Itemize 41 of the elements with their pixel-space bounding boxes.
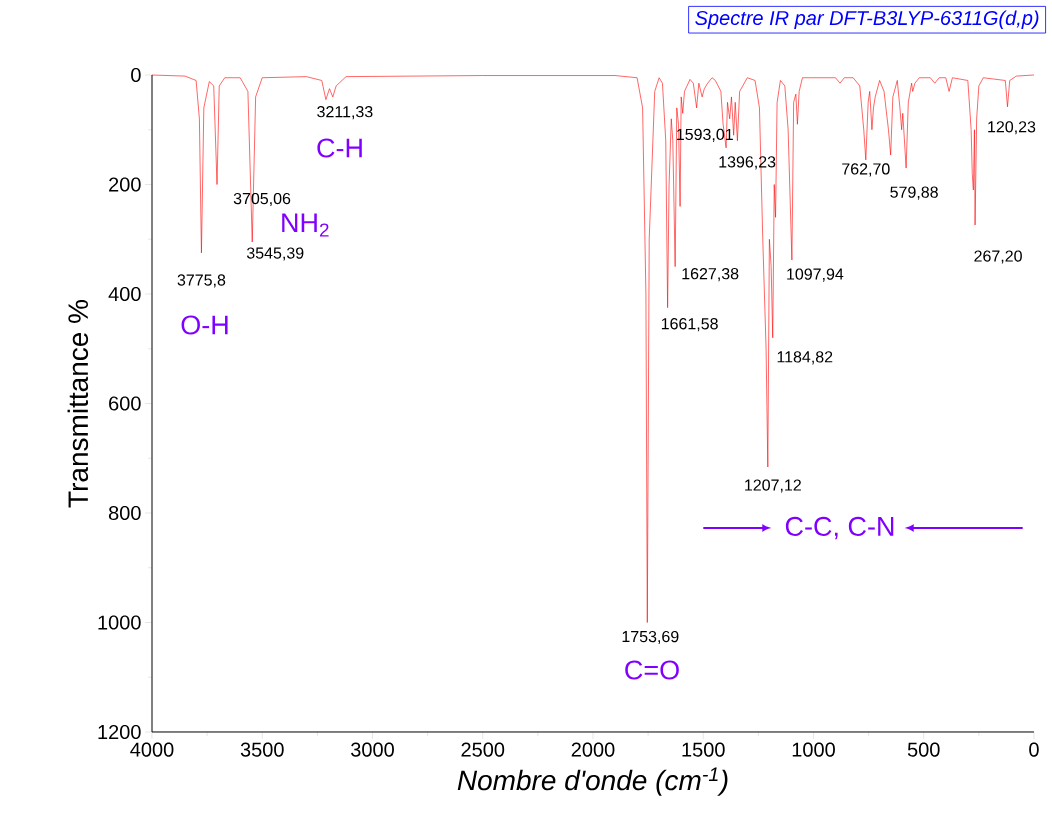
y-tick-label: 600: [109, 396, 141, 411]
x-axis-title: Nombre d'onde (cm$^{-1}$): [457, 767, 728, 796]
y-tick-label: 1000: [98, 615, 141, 630]
annotation: 1184,82: [777, 351, 833, 365]
annotation: 579,88: [890, 186, 938, 200]
annotation: 3545,39: [246, 247, 304, 261]
annotation: 1593,01: [677, 128, 733, 142]
x-tick-label: 1000: [792, 742, 835, 757]
y-tick-label: 800: [108, 505, 141, 521]
chart-title: Spectre IR par DFT-B3LYP-6311G(d,p): [695, 10, 1039, 30]
annotation: C=O: [625, 660, 679, 680]
annotation: 1097,94: [787, 268, 844, 282]
x-tick-label: 1500: [682, 742, 725, 757]
annotation: C-H: [317, 138, 362, 158]
annotation: O-H: [181, 315, 228, 335]
y-tick-label: 0: [131, 67, 141, 83]
line-series: [151, 74, 1035, 623]
annotation: 762,70: [842, 163, 890, 177]
annotation: 1661,58: [661, 318, 718, 332]
y-tick-label: 200: [109, 177, 141, 192]
annotation: NH$_{2}$: [282, 213, 329, 237]
annotation: 3705,06: [233, 192, 291, 207]
x-tick-label: 4000: [130, 742, 174, 757]
x-tick-label: 3000: [351, 742, 394, 757]
annotation: 267,20: [974, 250, 1022, 264]
annotation: 1396,23: [719, 156, 776, 170]
annotation: 1627,38: [682, 268, 739, 282]
x-tick-label: 2500: [461, 742, 505, 757]
x-tick-label: 2000: [571, 742, 615, 757]
annotation: 3211,33: [317, 106, 373, 120]
x-tick-label: 0: [1029, 742, 1039, 757]
y-tick-label: 400: [108, 286, 141, 302]
annotation: 1207,12: [745, 479, 801, 493]
x-tick-label: 3500: [240, 742, 284, 757]
y-tick-label: 1200: [98, 724, 141, 740]
y-axis-title: Transmittance %: [67, 300, 89, 508]
annotation: 3775,8: [177, 274, 226, 288]
annotation: C-C, C-N: [785, 516, 894, 540]
x-tick-label: 500: [907, 742, 940, 757]
annotation: 120,23: [988, 121, 1036, 135]
annotation: 1753,69: [622, 630, 679, 645]
